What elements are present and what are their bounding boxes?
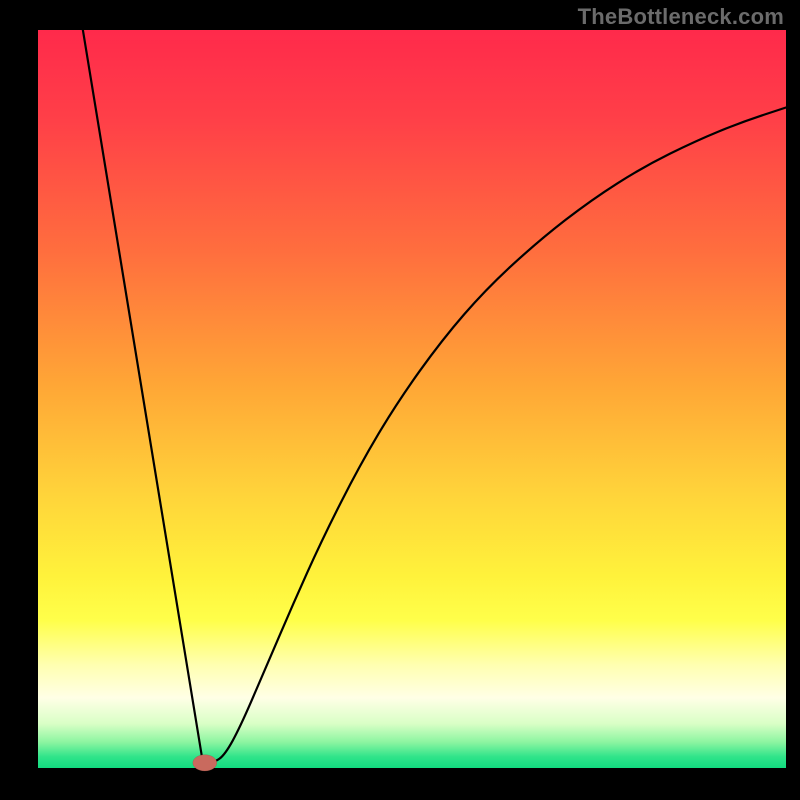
watermark-text: TheBottleneck.com	[578, 4, 784, 30]
plot-area	[38, 30, 786, 768]
chart-svg	[0, 0, 800, 800]
valley-marker	[193, 755, 217, 771]
chart-container: TheBottleneck.com	[0, 0, 800, 800]
